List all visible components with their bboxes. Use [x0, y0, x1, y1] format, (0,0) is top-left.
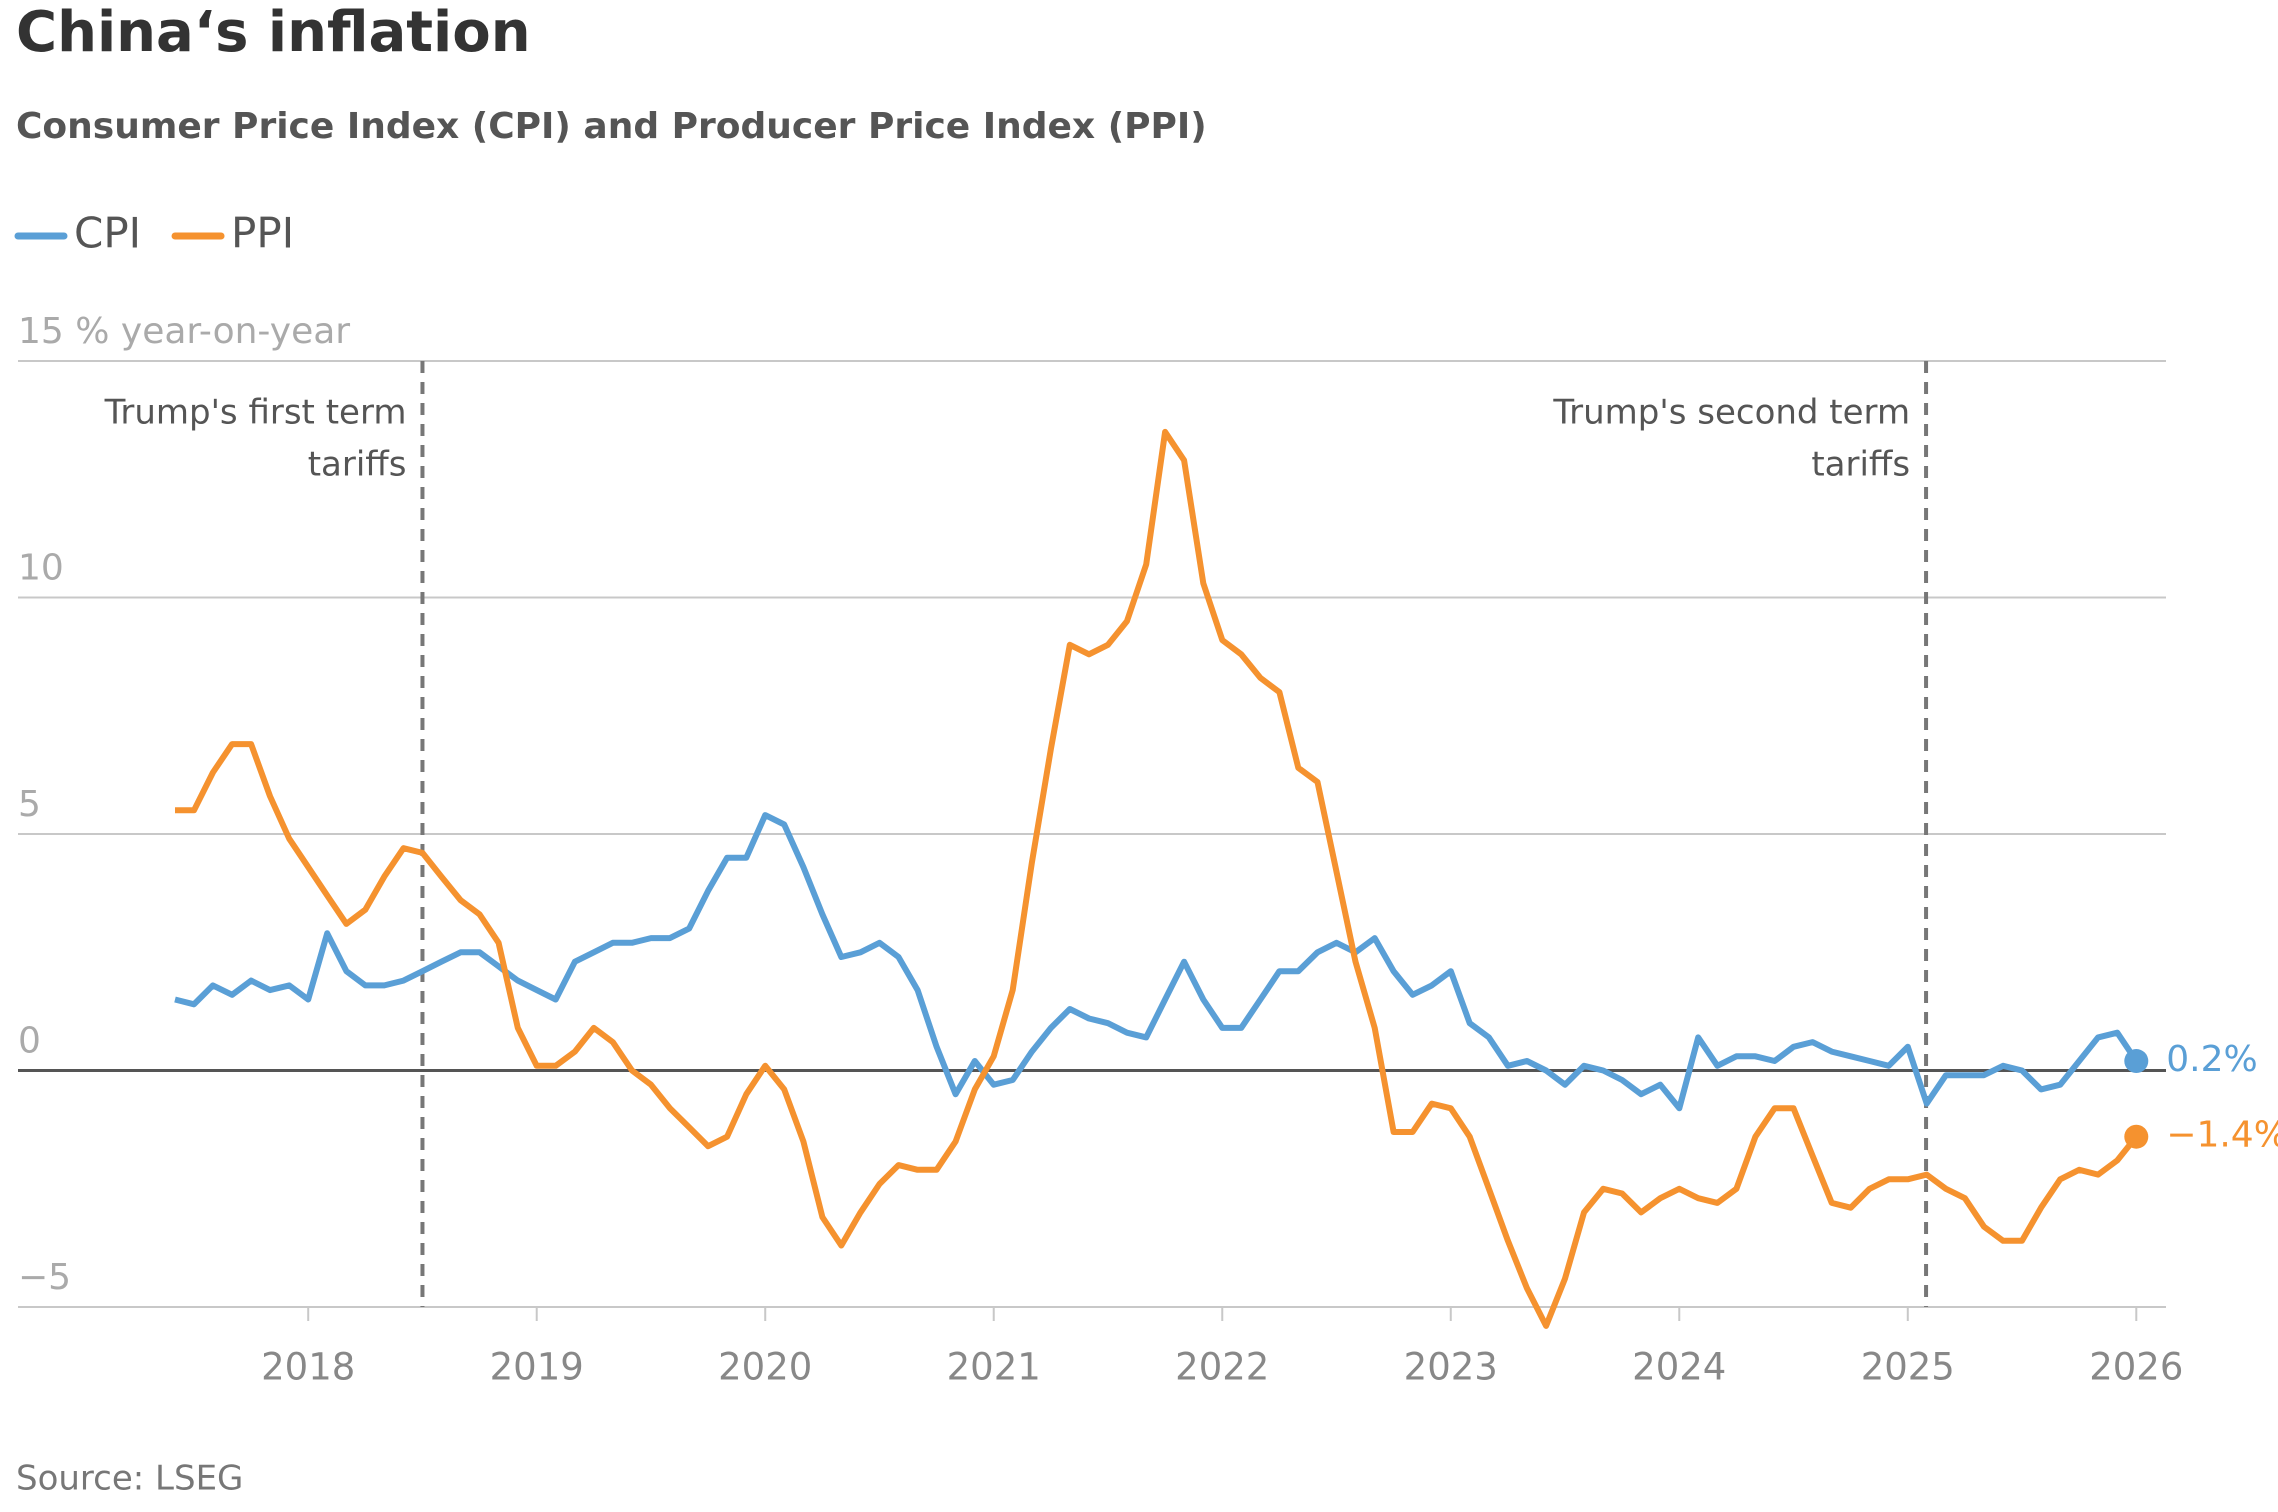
y-tick-label: −5	[18, 1257, 71, 1298]
x-tick-label: 2021	[947, 1346, 1041, 1389]
legend-label: CPI	[74, 209, 141, 258]
x-tick-label: 2026	[2089, 1346, 2183, 1389]
x-tick-label: 2024	[1632, 1346, 1726, 1389]
x-tick-label: 2018	[261, 1346, 355, 1389]
y-tick-label: 0	[18, 1021, 41, 1062]
y-tick-label: 10	[18, 548, 64, 589]
series-line	[174, 812, 2139, 1112]
y-tick-label: 5	[18, 784, 41, 825]
end-dot	[2124, 1049, 2149, 1074]
legend-label: PPI	[231, 209, 294, 258]
x-tick-label: 2025	[1861, 1346, 1955, 1389]
chart-title: China‘s inflation	[16, 0, 531, 65]
annotation-text: tariffs	[308, 445, 407, 485]
chart-subtitle: Consumer Price Index (CPI) and Producer …	[16, 106, 1207, 147]
end-label: 0.2%	[2166, 1039, 2257, 1080]
annotation-text: tariffs	[1811, 445, 1910, 485]
source: Source: LSEG	[16, 1459, 243, 1499]
x-tick-label: 2022	[1175, 1346, 1269, 1389]
annotation-text: Trump's second term	[1552, 393, 1910, 433]
x-tick-label: 2019	[490, 1346, 584, 1389]
x-tick-label: 2020	[718, 1346, 812, 1389]
end-dot	[2124, 1124, 2149, 1149]
annotation-text: Trump's first term	[104, 393, 407, 433]
y-tick-label: 15 % year-on-year	[18, 311, 350, 352]
x-tick-label: 2023	[1404, 1346, 1498, 1389]
end-label: −1.4%	[2166, 1115, 2278, 1156]
series-line	[175, 428, 2139, 1329]
